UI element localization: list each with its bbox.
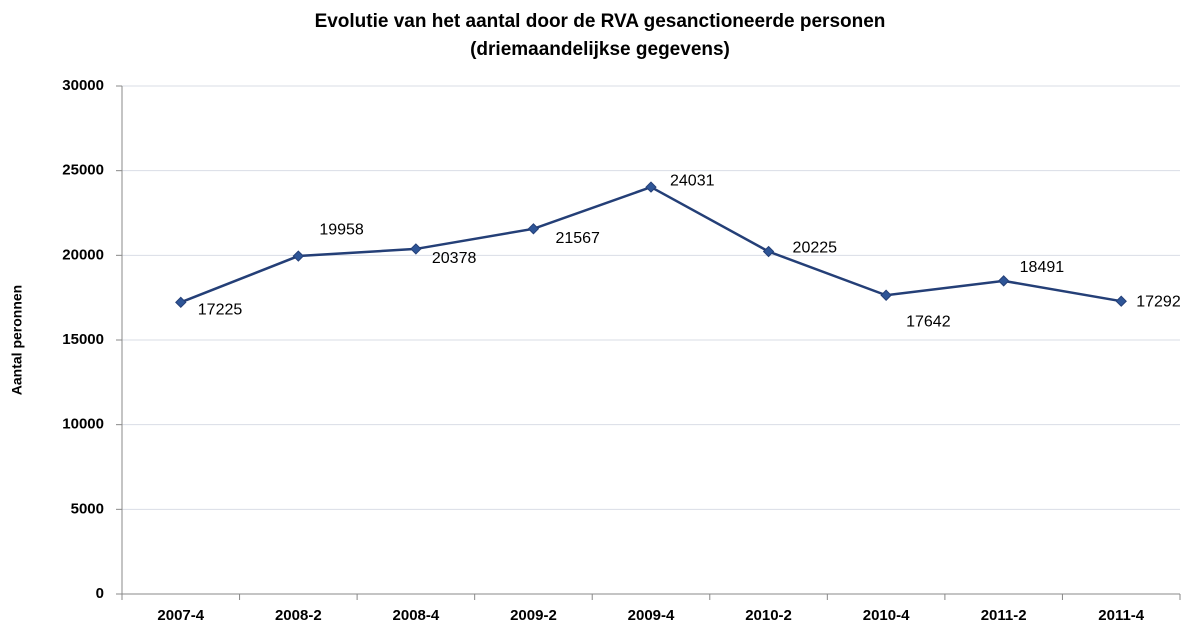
marker [292,250,305,262]
data-label: 17642 [906,313,951,330]
marker [1115,295,1127,307]
x-tick-label: 2010-2 [745,607,792,624]
data-label: 17292 [1136,293,1181,310]
y-tick-label: 20000 [62,246,104,263]
y-tick-label: 15000 [62,331,104,348]
y-tick-label: 5000 [71,500,104,517]
marker [527,223,540,235]
x-tick-label: 2009-4 [628,607,675,624]
marker [997,275,1010,287]
x-tick-label: 2009-2 [510,607,557,624]
data-label: 18491 [1020,259,1065,276]
x-tick-label: 2010-4 [863,607,910,624]
y-tick-label: 25000 [62,162,104,179]
x-tick-label: 2011-2 [981,607,1027,624]
marker [762,245,775,258]
y-tick-label: 30000 [62,77,104,94]
x-tick-label: 2008-2 [275,607,322,624]
data-label: 20378 [432,250,477,267]
marker [645,181,657,193]
data-label: 24031 [670,172,715,189]
line [180,185,1122,304]
x-tick-label: 2008-4 [393,607,440,624]
data-label: 21567 [555,230,600,247]
x-tick-label: 2007-4 [157,607,204,624]
y-axis-label: Aantal peronnen [9,285,25,395]
data-label: 19958 [319,221,364,238]
y-tick-label: 10000 [62,416,104,433]
data-label: 17225 [198,302,243,319]
chart-title: Evolutie van het aantal door de RVA gesa… [315,11,886,32]
marker [880,289,892,301]
marker [410,243,422,255]
y-tick-label: 0 [96,585,104,602]
data-label: 20225 [793,240,838,257]
chart-subtitle: (driemaandelijkse gegevens) [470,39,730,60]
x-tick-label: 2011-4 [1098,607,1145,624]
marker [175,296,187,309]
